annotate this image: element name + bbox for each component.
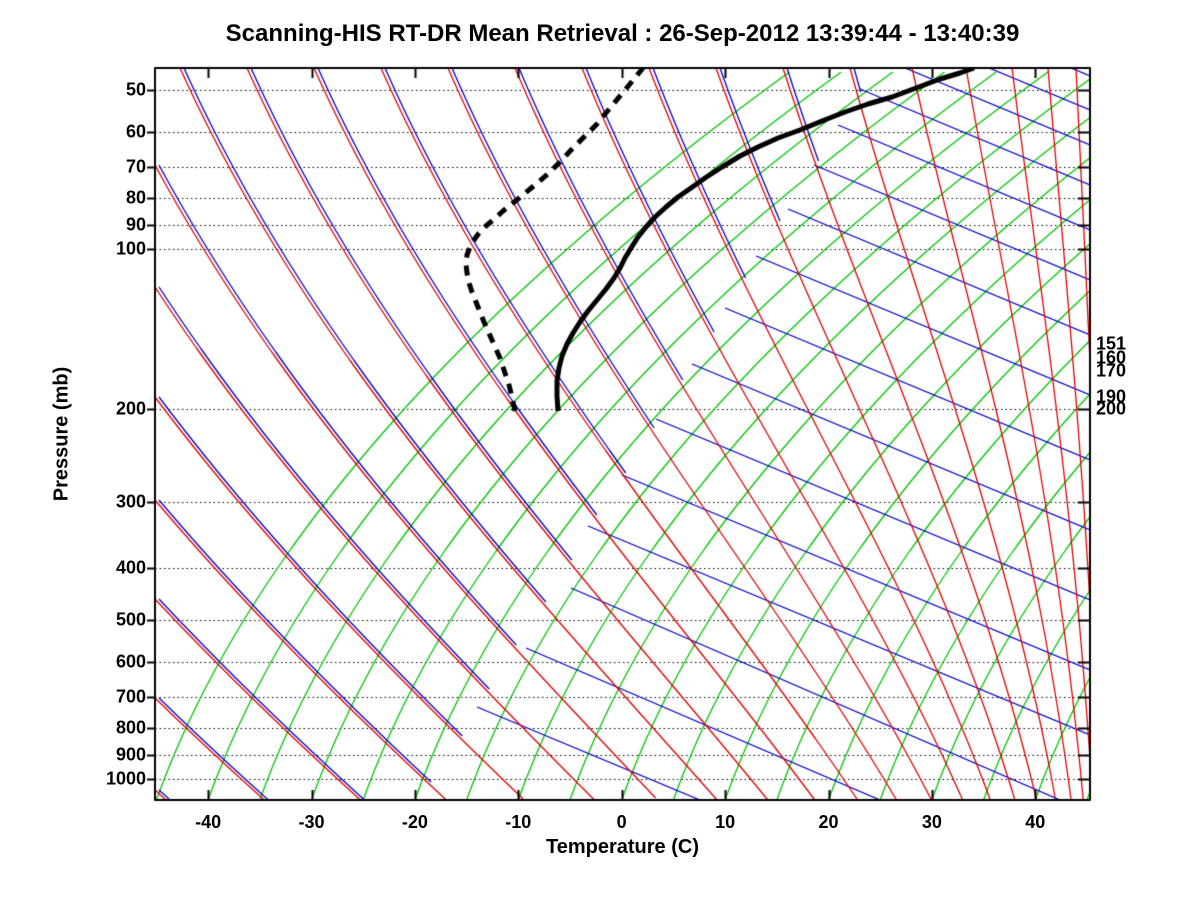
y-tick-label-900: 900 [115, 744, 146, 765]
y-tick-label-600: 600 [115, 651, 146, 672]
x-tick-label--40: -40 [195, 812, 222, 832]
x-tick-label-20: 20 [818, 812, 839, 832]
right-level-label-151: 151 [1096, 333, 1127, 354]
y-tick-label-700: 700 [115, 686, 146, 707]
y-tick-label-500: 500 [115, 609, 146, 630]
x-tick-label-30: 30 [921, 812, 942, 832]
x-tick-label-0: 0 [616, 812, 627, 832]
y-tick-label-300: 300 [115, 491, 146, 512]
right-level-label-190: 190 [1096, 386, 1127, 407]
x-tick-label--10: -10 [505, 812, 532, 832]
y-tick-label-400: 400 [115, 557, 146, 578]
x-tick-label-10: 10 [715, 812, 736, 832]
y-tick-label-1000: 1000 [105, 768, 146, 789]
y-tick-label-80: 80 [125, 187, 146, 208]
chart-title: Scanning-HIS RT-DR Mean Retrieval : 26-S… [225, 20, 1020, 47]
x-tick-label-40: 40 [1025, 812, 1046, 832]
y-tick-label-90: 90 [125, 214, 146, 235]
right-level-label-160: 160 [1096, 347, 1127, 368]
x-tick-label--20: -20 [401, 812, 428, 832]
right-level-label-170: 170 [1096, 360, 1127, 381]
y-tick-label-70: 70 [125, 156, 146, 177]
y-axis-title-text: Pressure (mb) [50, 366, 73, 502]
y-tick-label-50: 50 [125, 79, 146, 100]
x-axis-title: Temperature (C) [546, 836, 699, 858]
y-tick-label-800: 800 [115, 717, 146, 738]
y-tick-label-200: 200 [115, 398, 146, 419]
y-tick-label-60: 60 [125, 121, 146, 142]
y-tick-label-100: 100 [115, 238, 146, 259]
x-tick-label--30: -30 [298, 812, 325, 832]
right-level-label-200: 200 [1096, 398, 1127, 419]
